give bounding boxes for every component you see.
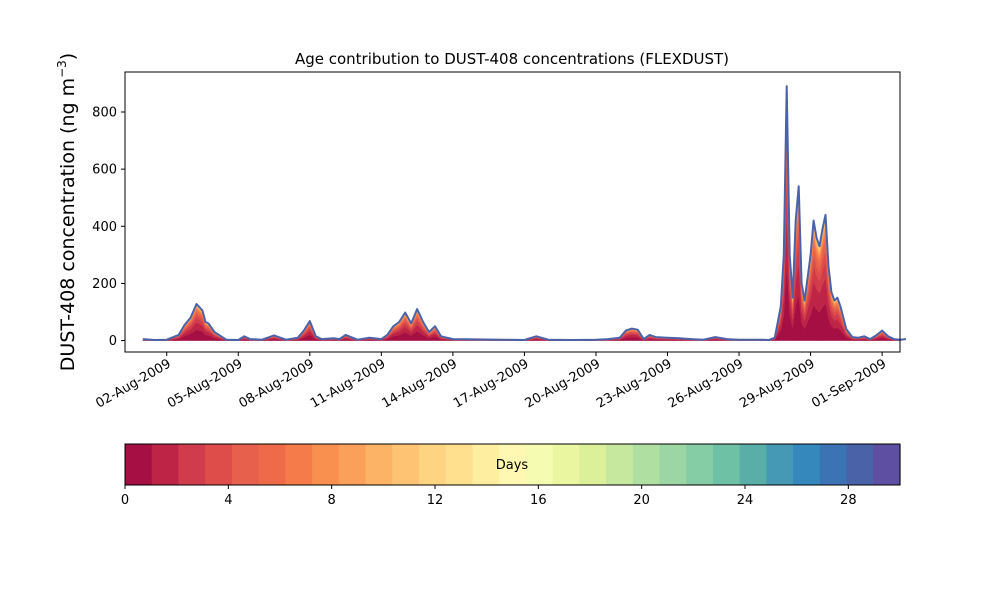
colorbar-segment [205,444,233,485]
x-tick-label: 26-Aug-2009 [666,356,746,411]
colorbar-tick-label: 12 [427,493,444,508]
colorbar-segment [231,444,260,485]
colorbar-segment [606,444,634,485]
x-tick-label: 14-Aug-2009 [380,356,460,411]
colorbar-segment [873,444,901,485]
colorbar-segment [739,444,767,485]
colorbar-tick-label: 28 [840,493,857,508]
y-tick-label: 600 [92,163,117,178]
colorbar-tick-label: 0 [121,493,129,508]
colorbar-segment [445,444,474,485]
colorbar-segment [125,444,153,485]
colorbar-segment [793,444,821,485]
colorbar-segment [579,444,607,485]
colorbar-segment [846,444,874,485]
colorbar-segment [525,444,554,485]
y-tick-label: 200 [92,277,117,292]
age-colorbar [124,443,901,486]
colorbar-segment [365,444,393,485]
x-tick-label: 29-Aug-2009 [737,356,817,411]
y-tick-label: 400 [92,220,117,235]
x-tick-label: 23-Aug-2009 [594,356,674,411]
colorbar-tick-label: 20 [633,493,650,508]
colorbar-label: Days [496,458,529,473]
total-concentration-line [142,85,907,341]
colorbar-segment [499,444,527,485]
x-tick-label: 02-Aug-2009 [93,356,173,411]
colorbar-segment [552,444,580,485]
colorbar-segment [686,444,714,485]
colorbar-segment [178,444,206,485]
x-tick-label: 11-Aug-2009 [308,356,388,411]
colorbar-segment [766,444,794,485]
colorbar-segment [258,444,286,485]
y-tick-label: 0 [109,334,117,349]
x-tick-label: 01-Sep-2009 [809,356,889,411]
colorbar-frame [124,443,901,486]
y-axis: 0 200 400 600 800 [92,106,125,349]
colorbar-segment [632,444,661,485]
x-tick-label: 17-Aug-2009 [451,356,531,411]
colorbar-segment [392,444,420,485]
colorbar-segment [819,444,848,485]
age-area-layer [142,86,900,341]
colorbar-segment [712,444,741,485]
colorbar-tick-label: 4 [224,493,232,508]
y-tick-label: 800 [92,106,117,121]
colorbar-segment [285,444,313,485]
x-tick-label: 20-Aug-2009 [523,356,603,411]
colorbar-segment [312,444,340,485]
y-axis-label: DUST-408 concentration (ng m−3) [55,53,79,371]
colorbar-tick-label: 16 [530,493,547,508]
colorbar-segment [418,444,447,485]
chart-title: Age contribution to DUST-408 concentrati… [295,50,729,68]
colorbar-segment [151,444,180,485]
colorbar-segment [659,444,687,485]
x-tick-label: 08-Aug-2009 [236,356,316,411]
colorbar-segment [472,444,500,485]
colorbar-axis: 0 4 8 12 16 20 24 28 [121,485,857,508]
colorbar-tick-label: 8 [328,493,336,508]
colorbar-segment [338,444,367,485]
x-axis: 02-Aug-200905-Aug-200908-Aug-200911-Aug-… [93,352,889,412]
x-tick-label: 05-Aug-2009 [165,356,245,411]
colorbar-tick-label: 24 [737,493,754,508]
plot-frame [124,71,901,353]
